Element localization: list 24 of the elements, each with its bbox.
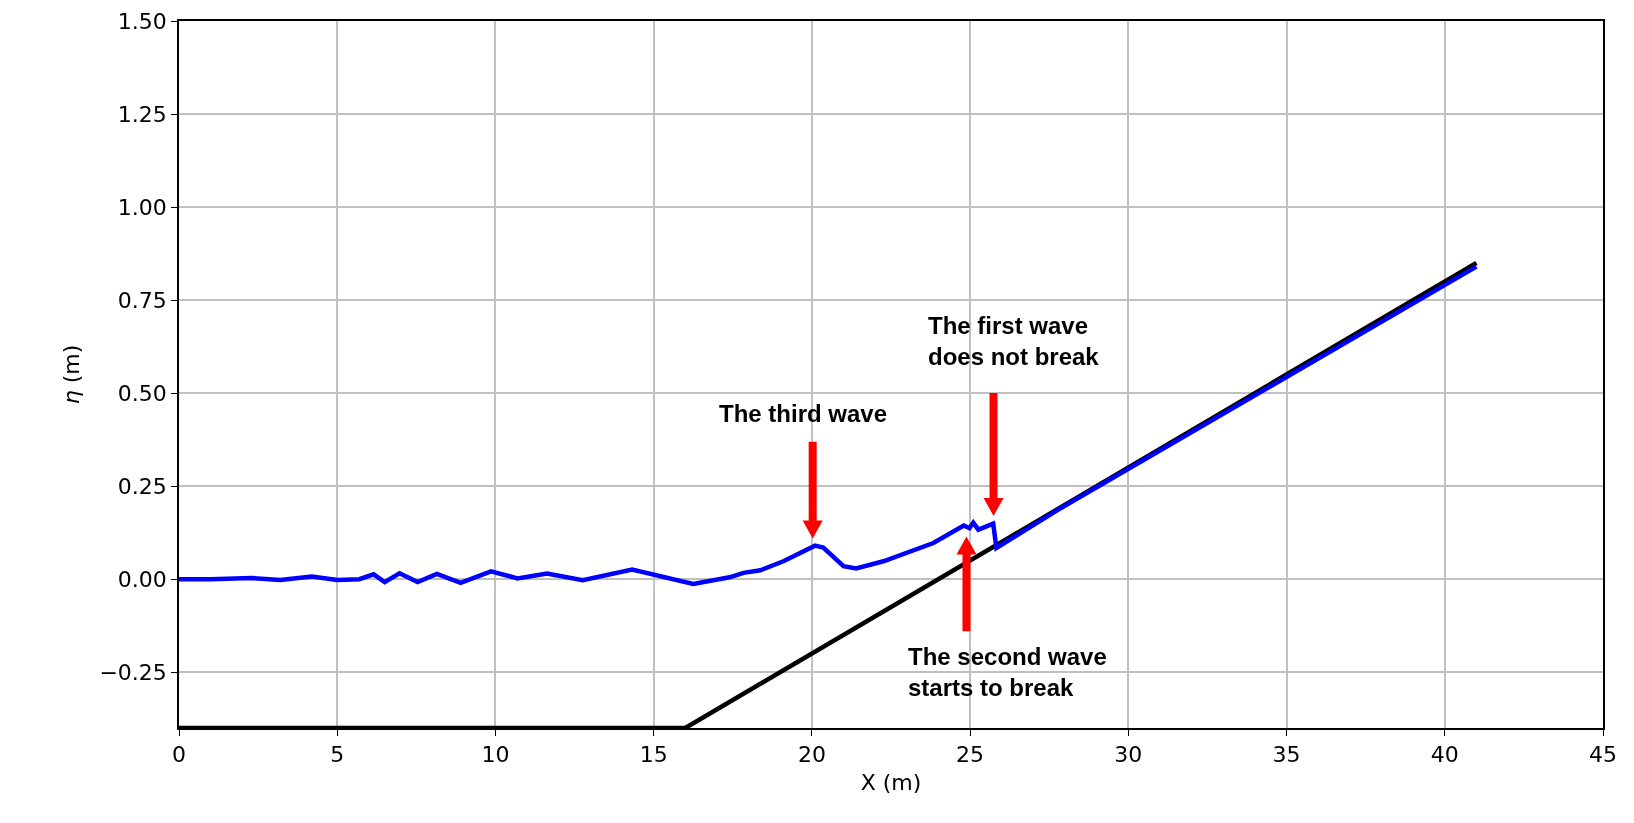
x-tick-label: 20 (797, 742, 826, 768)
x-tick-label: 0 (172, 742, 186, 768)
y-tick-label: 1.25 (117, 101, 167, 127)
annotation: The second wave starts to break (908, 643, 1107, 702)
x-tick-label: 5 (330, 742, 345, 768)
y-tick-label: 1.50 (117, 8, 167, 34)
y-tick-label: 0.75 (117, 287, 167, 313)
y-tick-label: 0.00 (117, 566, 167, 592)
x-tick-label: 40 (1430, 742, 1459, 768)
y-tick-label: 1.00 (117, 194, 167, 220)
y-tick-label: 0.50 (117, 380, 167, 406)
x-tick-label: 25 (956, 742, 985, 768)
x-tick-label: 30 (1114, 742, 1143, 768)
x-tick-label: 15 (639, 742, 668, 768)
y-tick-label: 0.25 (117, 473, 167, 499)
x-axis-title: X (m) (860, 769, 922, 795)
x-tick-label: 35 (1272, 742, 1301, 768)
y-tick-label: −0.25 (99, 659, 167, 685)
y-axis-title: η (m) (58, 344, 84, 405)
x-tick-label: 45 (1589, 742, 1617, 768)
line-series (179, 264, 1479, 587)
annotation: The third wave (719, 400, 888, 427)
annotation: The first wave does not break (928, 312, 1100, 371)
x-tick-label: 10 (481, 742, 510, 768)
